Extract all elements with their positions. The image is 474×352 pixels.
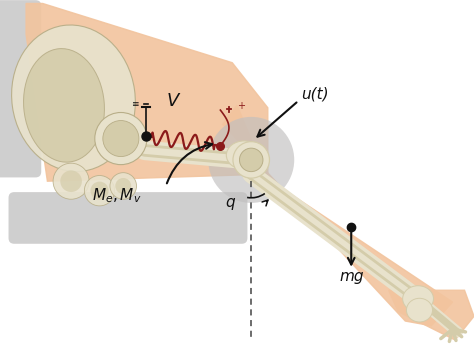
FancyBboxPatch shape: [9, 192, 247, 244]
Text: q: q: [225, 195, 235, 210]
Circle shape: [60, 170, 82, 192]
Polygon shape: [26, 4, 268, 181]
Text: $V$: $V$: [166, 92, 181, 109]
Ellipse shape: [227, 141, 262, 169]
Circle shape: [208, 117, 294, 203]
Circle shape: [103, 120, 139, 157]
Text: mg: mg: [339, 270, 364, 284]
Circle shape: [53, 163, 89, 199]
Text: $M_e, M_v$: $M_e, M_v$: [92, 186, 142, 205]
Circle shape: [91, 182, 109, 200]
Circle shape: [239, 148, 263, 172]
Ellipse shape: [406, 298, 432, 322]
Circle shape: [233, 142, 269, 178]
Ellipse shape: [24, 49, 104, 162]
Circle shape: [115, 178, 131, 194]
Circle shape: [95, 113, 147, 165]
Text: $\equiv$: $\equiv$: [130, 100, 141, 108]
Circle shape: [84, 176, 115, 206]
Ellipse shape: [402, 286, 434, 312]
Circle shape: [110, 173, 137, 199]
Ellipse shape: [11, 25, 136, 171]
Text: u(t): u(t): [301, 86, 328, 101]
Polygon shape: [223, 105, 453, 326]
Text: $+$: $+$: [237, 100, 246, 111]
Polygon shape: [389, 290, 474, 340]
FancyBboxPatch shape: [0, 0, 41, 177]
